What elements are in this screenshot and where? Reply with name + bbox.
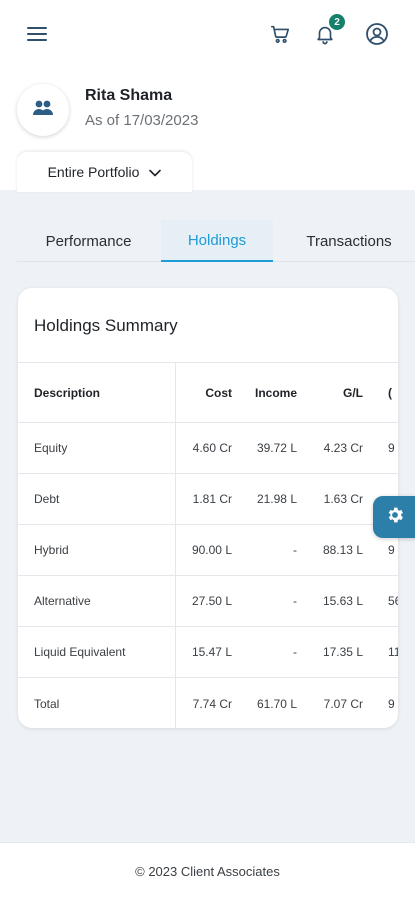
row-extra: 9 — [388, 441, 395, 455]
settings-button[interactable] — [373, 496, 415, 538]
row-cost: 27.50 L — [191, 594, 232, 608]
table-row: Equity 4.60 Cr 39.72 L 4.23 Cr 9 — [18, 423, 398, 474]
table-row: Hybrid 90.00 L - 88.13 L 9 — [18, 525, 398, 576]
portfolio-selector[interactable]: Entire Portfolio — [17, 152, 192, 192]
tab-holdings[interactable]: Holdings — [161, 220, 273, 262]
tab-performance[interactable]: Performance — [45, 232, 132, 250]
row-income: - — [293, 543, 297, 557]
row-cost: 1.81 Cr — [192, 492, 232, 506]
footer-copyright: © 2023 Client Associates — [135, 864, 280, 879]
row-cost: 90.00 L — [191, 543, 232, 557]
row-gl: 15.63 L — [322, 594, 363, 608]
row-description: Liquid Equivalent — [34, 645, 126, 659]
row-gl: 1.63 Cr — [323, 492, 363, 506]
users-icon — [32, 99, 54, 122]
chevron-down-icon — [149, 164, 162, 180]
holdings-table[interactable]: Description Cost Income G/L ( Equity 4.6… — [18, 362, 398, 728]
user-circle-icon[interactable] — [363, 20, 391, 48]
column-header-cost: Cost — [205, 385, 232, 400]
column-header-gl: G/L — [343, 385, 363, 400]
row-extra: 9 — [388, 696, 395, 711]
row-description: Hybrid — [34, 543, 69, 557]
column-header-income: Income — [254, 385, 297, 400]
profile-name: Rita Shama — [85, 87, 173, 104]
row-gl: 17.35 L — [322, 645, 363, 659]
tab-bar: Performance Holdings Transactions — [17, 220, 415, 262]
row-description: Equity — [34, 441, 68, 455]
row-description: Total — [34, 696, 60, 711]
table-header-row: Description Cost Income G/L ( — [18, 363, 398, 423]
row-extra: 11 — [388, 645, 398, 659]
row-gl: 4.23 Cr — [323, 441, 363, 455]
table-row-total: Total 7.74 Cr 61.70 L 7.07 Cr 9 — [18, 678, 398, 728]
row-income: 21.98 L — [256, 492, 297, 506]
portfolio-selector-label: Entire Portfolio — [47, 164, 140, 180]
row-description: Alternative — [34, 594, 91, 608]
tab-transactions[interactable]: Transactions — [306, 232, 392, 250]
top-bar: 2 — [0, 0, 415, 70]
row-income: 61.70 L — [256, 696, 297, 711]
row-extra: 56 — [388, 594, 398, 608]
card-title: Holdings Summary — [34, 316, 178, 335]
row-income: - — [293, 594, 297, 608]
avatar — [17, 84, 69, 136]
row-cost: 15.47 L — [191, 645, 232, 659]
row-income: 39.72 L — [256, 441, 297, 455]
row-cost: 4.60 Cr — [192, 441, 232, 455]
column-header-description: Description — [34, 385, 101, 400]
row-cost: 7.74 Cr — [192, 696, 232, 711]
row-income: - — [293, 645, 297, 659]
hamburger-menu-icon[interactable] — [23, 20, 51, 48]
footer: © 2023 Client Associates — [0, 842, 415, 900]
main-content: Performance Holdings Transactions Holdin… — [0, 190, 415, 842]
as-of-date: As of 17/03/2023 — [85, 112, 199, 129]
notification-badge: 2 — [329, 14, 345, 30]
profile-section: Rita Shama As of 17/03/2023 — [17, 84, 397, 140]
table-row: Alternative 27.50 L - 15.63 L 56 — [18, 576, 398, 627]
holdings-summary-card: Holdings Summary Description Cost Income… — [18, 288, 398, 728]
column-divider — [175, 362, 176, 728]
cart-icon[interactable] — [266, 20, 294, 48]
row-extra: 9 — [388, 543, 395, 557]
row-description: Debt — [34, 492, 60, 506]
bell-icon[interactable]: 2 — [311, 14, 345, 48]
row-gl: 7.07 Cr — [323, 696, 363, 711]
column-header-truncated: ( — [388, 385, 392, 400]
table-row: Debt 1.81 Cr 21.98 L 1.63 Cr — [18, 474, 398, 525]
gear-icon — [385, 505, 405, 530]
table-row: Liquid Equivalent 15.47 L - 17.35 L 11 — [18, 627, 398, 678]
row-gl: 88.13 L — [322, 543, 363, 557]
